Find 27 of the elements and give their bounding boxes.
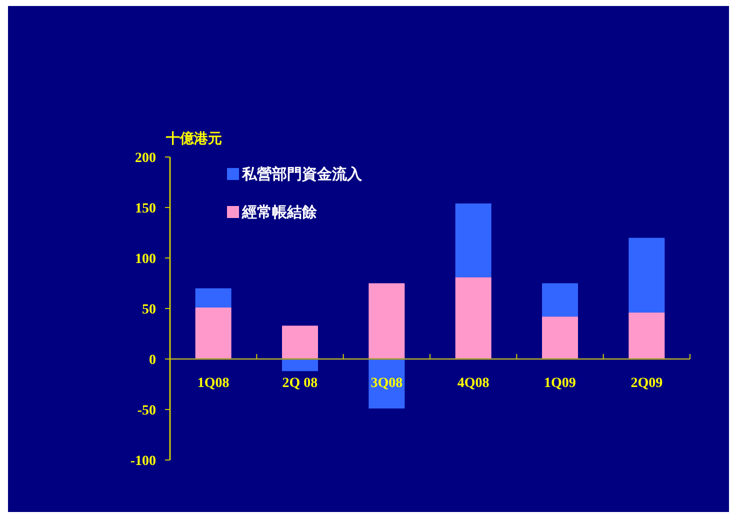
bar [455, 277, 492, 359]
x-tick-label: 2Q 08 [282, 376, 318, 391]
bar [195, 307, 232, 359]
bar [368, 283, 405, 359]
bar [542, 283, 578, 317]
bar [455, 203, 492, 278]
x-tick-label: 1Q08 [197, 376, 230, 391]
bar [628, 238, 665, 313]
y-tick-label: 100 [135, 252, 156, 267]
y-tick-label: 150 [135, 202, 156, 216]
bar [282, 326, 318, 359]
y-tick-label: 50 [142, 302, 156, 318]
y-tick-label: 0 [149, 353, 156, 368]
y-tick-label: -100 [130, 454, 156, 469]
bar [628, 312, 665, 359]
bar [542, 316, 578, 359]
x-tick-label: 1Q09 [544, 376, 576, 391]
bar [282, 359, 318, 372]
y-axis-title: 十億港元 [165, 130, 222, 147]
bar [195, 288, 232, 308]
y-tick-label: 200 [135, 151, 156, 166]
x-tick-label: 3Q08 [370, 376, 403, 391]
y-tick-label: -50 [137, 404, 156, 418]
legend-label: 私營部門資金流入 [241, 165, 363, 183]
x-tick-label: 4Q08 [457, 376, 490, 391]
x-tick-label: 2Q09 [630, 376, 663, 391]
legend-label: 經常帳結餘 [241, 203, 318, 221]
